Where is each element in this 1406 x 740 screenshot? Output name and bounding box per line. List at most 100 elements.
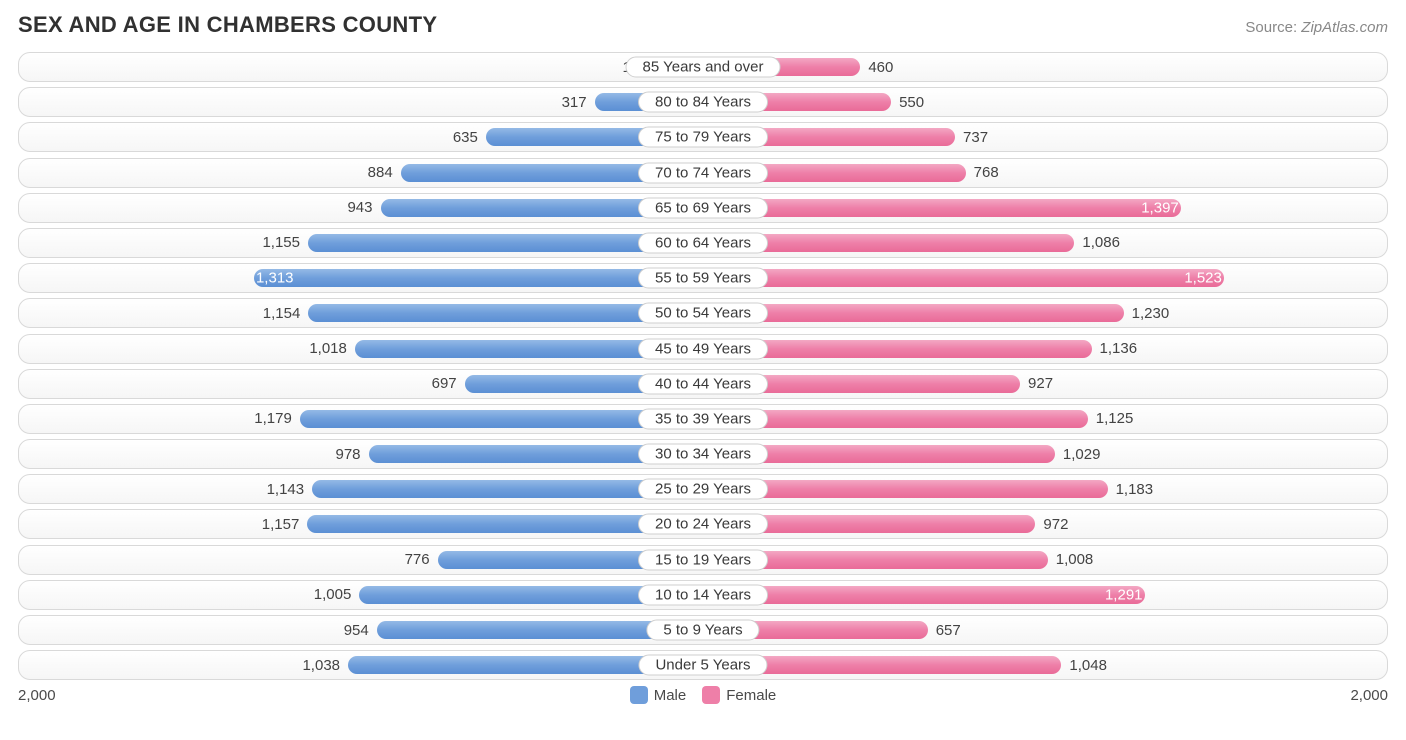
chart-row: 1,0181,13645 to 49 Years — [18, 334, 1388, 364]
legend-swatch-male — [630, 686, 648, 704]
male-half: 954 — [19, 616, 703, 644]
female-bar — [703, 269, 1224, 287]
male-half: 635 — [19, 123, 703, 151]
chart-row: 635 737 75 to 79 Years — [18, 122, 1388, 152]
male-value: 1,143 — [267, 481, 305, 498]
male-half: 1,005 — [19, 581, 703, 609]
chart-title: SEX AND AGE IN CHAMBERS COUNTY — [18, 12, 437, 38]
female-half: 550 — [703, 88, 1387, 116]
chart-row: 1,038 1,048 Under 5 Years — [18, 650, 1388, 680]
male-half: 1,155 — [19, 229, 703, 257]
female-value: 927 — [1028, 375, 1053, 392]
chart-row: 776 1,00815 to 19 Years — [18, 545, 1388, 575]
age-category-badge: 35 to 39 Years — [638, 408, 768, 429]
female-half: 1,086 — [703, 229, 1387, 257]
female-bar — [703, 586, 1145, 604]
male-value: 776 — [405, 551, 430, 568]
male-value: 978 — [336, 446, 361, 463]
chart-row: 1,1551,08660 to 64 Years — [18, 228, 1388, 258]
male-value: 697 — [432, 375, 457, 392]
male-value: 317 — [562, 94, 587, 111]
female-half: 737 — [703, 123, 1387, 151]
chart-row: 1,1541,23050 to 54 Years — [18, 298, 1388, 328]
female-value: 657 — [936, 622, 961, 639]
male-half: 1,154 — [19, 299, 703, 327]
male-half: 1,143 — [19, 475, 703, 503]
female-half: 972 — [703, 510, 1387, 538]
female-half: 1,291 — [703, 581, 1387, 609]
chart-row: 1,005 1,291 10 to 14 Years — [18, 580, 1388, 610]
legend-swatch-female — [702, 686, 720, 704]
chart-row: 139 460 85 Years and over — [18, 52, 1388, 82]
chart-row: 978 1,029 30 to 34 Years — [18, 439, 1388, 469]
female-value: 737 — [963, 129, 988, 146]
chart-row: 1,179 1,125 35 to 39 Years — [18, 404, 1388, 434]
male-value: 884 — [368, 164, 393, 181]
chart-header: SEX AND AGE IN CHAMBERS COUNTY Source: Z… — [18, 12, 1388, 38]
female-half: 927 — [703, 370, 1387, 398]
age-category-badge: Under 5 Years — [638, 655, 767, 676]
female-half: 1,008 — [703, 546, 1387, 574]
age-category-badge: 15 to 19 Years — [638, 549, 768, 570]
age-category-badge: 5 to 9 Years — [646, 620, 759, 641]
female-half: 1,048 — [703, 651, 1387, 679]
chart-row: 1,313 1,523 55 to 59 Years — [18, 263, 1388, 293]
male-half: 1,157 — [19, 510, 703, 538]
male-half: 1,313 — [19, 264, 703, 292]
male-half: 139 — [19, 53, 703, 81]
female-value: 1,086 — [1082, 234, 1120, 251]
chart-legend: Male Female — [630, 686, 777, 704]
chart-row: 954 657 5 to 9 Years — [18, 615, 1388, 645]
legend-label-female: Female — [726, 687, 776, 704]
male-value: 1,038 — [302, 657, 340, 674]
axis-right-max: 2,000 — [1350, 687, 1388, 704]
male-half: 1,179 — [19, 405, 703, 433]
female-value: 1,029 — [1063, 446, 1101, 463]
chart-row: 697 927 40 to 44 Years — [18, 369, 1388, 399]
chart-row: 1,157 97220 to 24 Years — [18, 509, 1388, 539]
chart-row: 88476870 to 74 Years — [18, 158, 1388, 188]
female-half: 1,136 — [703, 335, 1387, 363]
female-value: 1,048 — [1069, 657, 1107, 674]
female-value: 460 — [868, 59, 893, 76]
age-category-badge: 40 to 44 Years — [638, 373, 768, 394]
age-category-badge: 55 to 59 Years — [638, 268, 768, 289]
female-value: 1,291 — [1105, 586, 1143, 603]
male-half: 697 — [19, 370, 703, 398]
male-value: 1,018 — [309, 340, 347, 357]
male-value: 635 — [453, 129, 478, 146]
chart-row: 31755080 to 84 Years — [18, 87, 1388, 117]
male-bar — [254, 269, 703, 287]
age-category-badge: 65 to 69 Years — [638, 197, 768, 218]
female-half: 1,029 — [703, 440, 1387, 468]
female-half: 1,183 — [703, 475, 1387, 503]
male-half: 776 — [19, 546, 703, 574]
female-half: 1,523 — [703, 264, 1387, 292]
axis-left-max: 2,000 — [18, 687, 56, 704]
age-category-badge: 85 Years and over — [626, 57, 781, 78]
female-half: 657 — [703, 616, 1387, 644]
male-value: 1,157 — [262, 516, 300, 533]
male-value: 1,179 — [254, 410, 292, 427]
chart-source: Source: ZipAtlas.com — [1245, 19, 1388, 36]
population-pyramid-chart: 13946085 Years and over31755080 to 84 Ye… — [18, 52, 1388, 680]
chart-row: 943 1,39765 to 69 Years — [18, 193, 1388, 223]
source-prefix: Source: — [1245, 19, 1301, 36]
female-half: 1,397 — [703, 194, 1387, 222]
source-name: ZipAtlas.com — [1301, 19, 1388, 36]
female-bar — [703, 199, 1181, 217]
male-half: 943 — [19, 194, 703, 222]
female-half: 1,230 — [703, 299, 1387, 327]
male-value: 954 — [344, 622, 369, 639]
age-category-badge: 30 to 34 Years — [638, 444, 768, 465]
age-category-badge: 75 to 79 Years — [638, 127, 768, 148]
legend-label-male: Male — [654, 687, 687, 704]
male-half: 1,018 — [19, 335, 703, 363]
chart-footer: 2,000 Male Female 2,000 — [18, 686, 1388, 704]
age-category-badge: 10 to 14 Years — [638, 584, 768, 605]
female-value: 1,125 — [1096, 410, 1134, 427]
age-category-badge: 20 to 24 Years — [638, 514, 768, 535]
male-value: 943 — [347, 199, 372, 216]
female-value: 1,523 — [1184, 270, 1222, 287]
female-value: 1,136 — [1100, 340, 1138, 357]
